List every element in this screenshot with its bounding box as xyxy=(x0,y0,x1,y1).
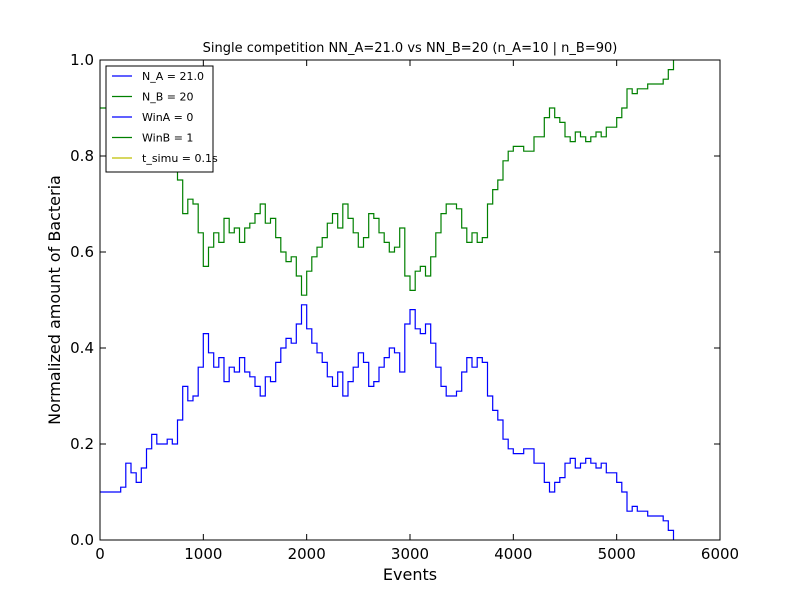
y-tick-label: 0.4 xyxy=(70,339,94,357)
y-tick-label: 0.6 xyxy=(70,243,94,261)
x-tick-label: 4000 xyxy=(494,545,532,563)
chart-title: Single competition NN_A=21.0 vs NN_B=20 … xyxy=(203,41,618,56)
x-tick-label: 1000 xyxy=(184,545,222,563)
y-axis-label: Normalized amount of Bacteria xyxy=(45,175,64,425)
legend-entry-label: WinB = 1 xyxy=(142,132,193,145)
series-line-a xyxy=(100,304,675,540)
legend-entry-label: N_A = 21.0 xyxy=(142,70,204,83)
series-layer xyxy=(100,60,675,540)
legend-box xyxy=(105,65,214,173)
ticks-layer: 0 1000 2000 3000 4000 5000 6000 0.0 0.2 0.4 0.6 0.8… xyxy=(70,51,739,563)
legend-entry-label: N_B = 20 xyxy=(142,91,193,104)
x-axis-label: Events xyxy=(383,565,437,584)
x-tick-label: 0 xyxy=(95,545,105,563)
legend-entry-label: t_simu = 0.1s xyxy=(142,152,218,165)
x-tick-label: 2000 xyxy=(288,545,326,563)
x-tick-label: 6000 xyxy=(701,545,739,563)
x-tick-label: 3000 xyxy=(391,545,429,563)
y-tick-label: 0.0 xyxy=(70,531,94,549)
y-tick-label: 0.2 xyxy=(70,435,94,453)
series-line-b xyxy=(100,60,675,296)
legend-entry-label: WinA = 0 xyxy=(142,111,193,124)
y-tick-label: 1.0 xyxy=(70,51,94,69)
y-tick-label: 0.8 xyxy=(70,147,94,165)
legend: N_A = 21.0 N_B = 20 WinA = 0 WinB = 1 t_simu… xyxy=(105,65,218,173)
x-tick-label: 5000 xyxy=(598,545,636,563)
